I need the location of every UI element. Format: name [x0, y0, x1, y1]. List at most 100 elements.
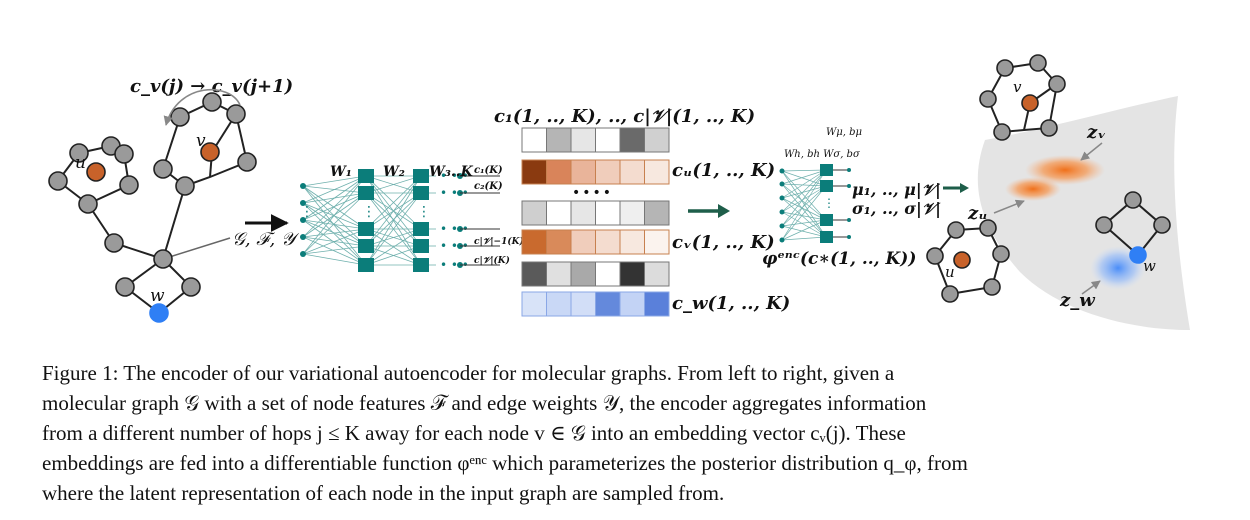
hidden-neuron: [413, 169, 429, 183]
c1k-label: c₁(K): [474, 165, 503, 176]
hidden-neuron: [358, 222, 374, 236]
mini-node-v-label: v: [1013, 78, 1022, 96]
caption-line: Figure 1: The encoder of our variational…: [42, 361, 895, 385]
ellipsis: • • •: [440, 258, 469, 272]
neural-network: • • • • • • • • • • • • • • • ⋮ ⋮ ⋮: [300, 169, 500, 272]
matrix-cell: [595, 127, 621, 153]
input-neuron: [300, 217, 306, 223]
matrix-cell: [644, 127, 670, 153]
encoder-input-neuron: [779, 181, 785, 187]
encoder-neuron: [820, 180, 833, 192]
ellipsis: • • •: [440, 222, 469, 236]
hidden-neuron: [358, 258, 374, 272]
encoder-network: ⋮: [779, 164, 851, 243]
row-w-label: c_w(1, .., K): [672, 293, 790, 314]
enc-weights-mid: Wh, bh Wσ, bσ: [784, 149, 861, 160]
matrix-cell: [546, 200, 572, 226]
encoder-output-neuron: [847, 168, 851, 172]
matrix-cell: [570, 127, 596, 153]
matrix-cell: [644, 291, 670, 317]
matrix-cell: [570, 200, 596, 226]
encoder-output-neuron: [847, 235, 851, 239]
encoder-neuron: [820, 214, 833, 226]
mini-graph-w: [1095, 191, 1171, 264]
enc-weights-top: Wμ, bμ: [826, 127, 862, 138]
mini-node-w-label: w: [1143, 257, 1156, 275]
node-w-label: w: [150, 286, 165, 306]
caption-line: from a different number of hops j ≤ K aw…: [42, 421, 906, 445]
ellipsis: • • •: [440, 239, 469, 253]
matrix-cell: [521, 291, 547, 317]
matrix-cell: [644, 200, 670, 226]
matrix-cell: [521, 261, 547, 287]
matrix-cell: [570, 159, 596, 185]
hidden-neuron: [358, 169, 374, 183]
z-w-label: z_w: [1059, 290, 1096, 311]
figure-caption: Figure 1: The encoder of our variational…: [42, 358, 1212, 508]
matrix-cell: [619, 127, 645, 153]
matrix-cell: [619, 229, 645, 255]
mini-graph-v: [979, 54, 1066, 141]
ellipsis: • • •: [440, 169, 469, 183]
figure: u v w c_v(j) → c_v(j+1) 𝒢, ℱ, 𝒴 • • • • •…: [48, 54, 1190, 330]
hidden-neuron: [358, 186, 374, 200]
input-neuron: [300, 234, 306, 240]
matrix-cell: [546, 291, 572, 317]
input-neuron: [300, 251, 306, 257]
input-neuron: [300, 183, 306, 189]
sigma-output: σ₁, .., σ|𝒱|: [852, 199, 941, 218]
matrix-cell: [595, 200, 621, 226]
matrix-cell: [644, 229, 670, 255]
row-v-label: cᵥ(1, .., K): [672, 232, 775, 253]
ellipsis: • • •: [440, 186, 469, 200]
encoder-input-neuron: [779, 195, 785, 201]
embedding-matrix: [521, 127, 670, 317]
matrix-cell: [619, 159, 645, 185]
vertical-ellipsis: ⋮: [362, 204, 376, 220]
matrix-cell: [595, 291, 621, 317]
matrix-cell: [546, 229, 572, 255]
matrix-cell: [595, 229, 621, 255]
vertical-ellipsis: ⋮: [417, 204, 431, 220]
node-v-label: v: [196, 131, 206, 151]
hidden-neuron: [413, 239, 429, 253]
row-u-label: cᵤ(1, .., K): [672, 160, 775, 181]
matrix-cell: [570, 261, 596, 287]
weight-2-label: W₂: [383, 164, 405, 180]
encoder-input-neuron: [779, 223, 785, 229]
z-u-label: zᵤ: [967, 203, 988, 224]
matrix-cell: [619, 200, 645, 226]
weight-3k-label: W₃..K: [429, 164, 474, 180]
caption-line: molecular graph 𝒢 with a set of node fea…: [42, 391, 927, 415]
mini-graph-u: [926, 219, 1010, 303]
matrix-cell: [546, 159, 572, 185]
matrix-cell: [644, 159, 670, 185]
hidden-neuron: [413, 186, 429, 200]
matrix-cell: [521, 229, 547, 255]
matrix-cell: [595, 159, 621, 185]
matrix-cell: [521, 127, 547, 153]
matrix-cell: [546, 127, 572, 153]
posterior-v: [1025, 155, 1105, 185]
encoder-neuron: [820, 231, 833, 243]
matrix-cell: [619, 291, 645, 317]
matrix-cell: [570, 291, 596, 317]
encoder-input-neuron: [779, 209, 785, 215]
matrix-cell: [521, 159, 547, 185]
matrix-dots: ••••: [572, 185, 613, 201]
encoder-input-neuron: [779, 237, 785, 243]
weight-1-label: W₁: [330, 164, 352, 180]
graph-features-label: 𝒢, ℱ, 𝒴: [232, 229, 300, 250]
encoder-neuron: [820, 164, 833, 176]
caption-line: embeddings are fed into a differentiable…: [42, 451, 968, 475]
mu-output: μ₁, .., μ|𝒱|: [852, 180, 941, 199]
matrix-cell: [644, 261, 670, 287]
matrix-cell: [521, 200, 547, 226]
caption-line: where the latent representation of each …: [42, 481, 725, 505]
vertical-ellipsis: ⋮: [823, 196, 835, 210]
encoder-output-neuron: [847, 218, 851, 222]
hidden-neuron: [413, 258, 429, 272]
node-u-label: u: [75, 153, 86, 173]
update-rule-label: c_v(j) → c_v(j+1): [130, 76, 293, 97]
c2k-label: c₂(K): [474, 181, 503, 192]
